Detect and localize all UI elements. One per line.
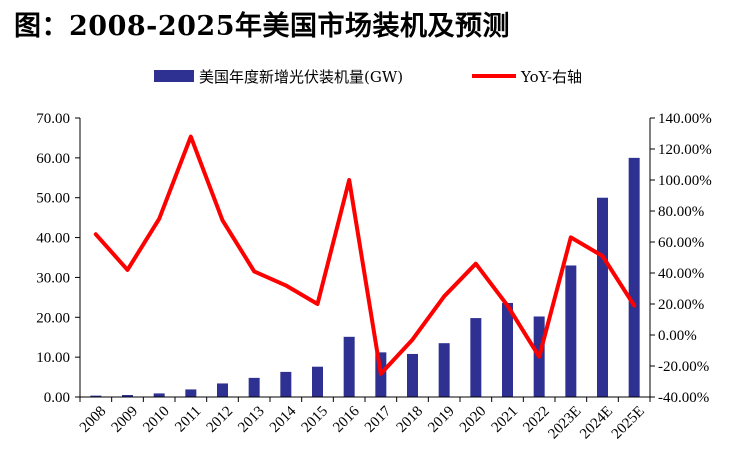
legend-label-bar: 美国年度新增光伏装机量(GW): [199, 68, 403, 86]
right-tick-label: 0.00%: [658, 328, 697, 344]
right-tick-label: -20.00%: [658, 359, 709, 375]
axes: 0.00 10.00 20.00 30.00 40.00 50.00 60.00 70.00 -…: [36, 111, 712, 442]
left-tick-label: 50.00: [36, 191, 70, 207]
bar: [153, 393, 165, 397]
yoy-line-series: [93, 134, 637, 376]
left-tick-label: 60.00: [36, 151, 70, 167]
x-tick-label: 2009: [109, 403, 142, 436]
left-tick-label: 40.00: [36, 231, 70, 247]
x-tick-label: 2018: [394, 403, 427, 436]
left-tick-label: 70.00: [36, 111, 70, 127]
bar: [407, 353, 418, 397]
right-tick-label: 40.00%: [658, 266, 704, 282]
chart-title: 图：2008-2025年美国市场装机及预测: [14, 11, 510, 42]
x-tick-label: 2020: [457, 403, 490, 436]
bar: [565, 265, 577, 397]
right-tick-label: 140.00%: [658, 111, 712, 127]
bar: [438, 343, 450, 397]
x-tick-label: 2023E: [545, 403, 584, 442]
bar: [185, 389, 197, 397]
x-tick-label: 2021: [489, 403, 522, 436]
right-tick-label: 60.00%: [658, 235, 704, 251]
right-tick-label: 120.00%: [658, 142, 712, 158]
left-tick-label: 30.00: [36, 270, 70, 286]
right-tick-label: 80.00%: [658, 204, 704, 220]
x-tick-label: 2024E: [577, 403, 616, 442]
legend-swatch-bar: [154, 70, 194, 82]
x-tick-label: 2025E: [609, 403, 648, 442]
right-tick-label: 100.00%: [658, 173, 712, 189]
left-tick-label: 10.00: [36, 350, 70, 366]
yoy-line: [93, 134, 637, 376]
bar: [248, 377, 260, 397]
x-tick-label: 2014: [267, 403, 300, 436]
x-tick-label: 2017: [362, 403, 395, 436]
x-tick-label: 2013: [235, 403, 268, 436]
bar: [312, 366, 323, 397]
x-tick-label: 2019: [425, 403, 458, 436]
right-tick-label: 20.00%: [658, 297, 704, 313]
bar: [122, 395, 133, 397]
bar: [343, 336, 355, 397]
x-tick-label: 2010: [140, 403, 173, 436]
x-tick-label: 2015: [299, 403, 332, 436]
bar: [217, 383, 228, 397]
legend: 美国年度新增光伏装机量(GW) YoY-右轴: [154, 68, 582, 86]
left-tick-label: 20.00: [36, 310, 70, 326]
bar: [597, 197, 608, 397]
x-tick-label: 2008: [77, 403, 110, 436]
bar: [90, 395, 102, 397]
bar: [280, 371, 292, 397]
right-tick-label: -40.00%: [658, 390, 709, 406]
bar: [628, 157, 640, 397]
x-tick-label: 2016: [330, 403, 363, 436]
legend-label-line: YoY-右轴: [520, 68, 582, 86]
x-tick-label: 2011: [172, 403, 204, 435]
bar: [470, 318, 482, 397]
x-tick-label: 2012: [204, 403, 237, 436]
bar: [502, 302, 513, 397]
left-tick-label: 0.00: [44, 390, 70, 406]
